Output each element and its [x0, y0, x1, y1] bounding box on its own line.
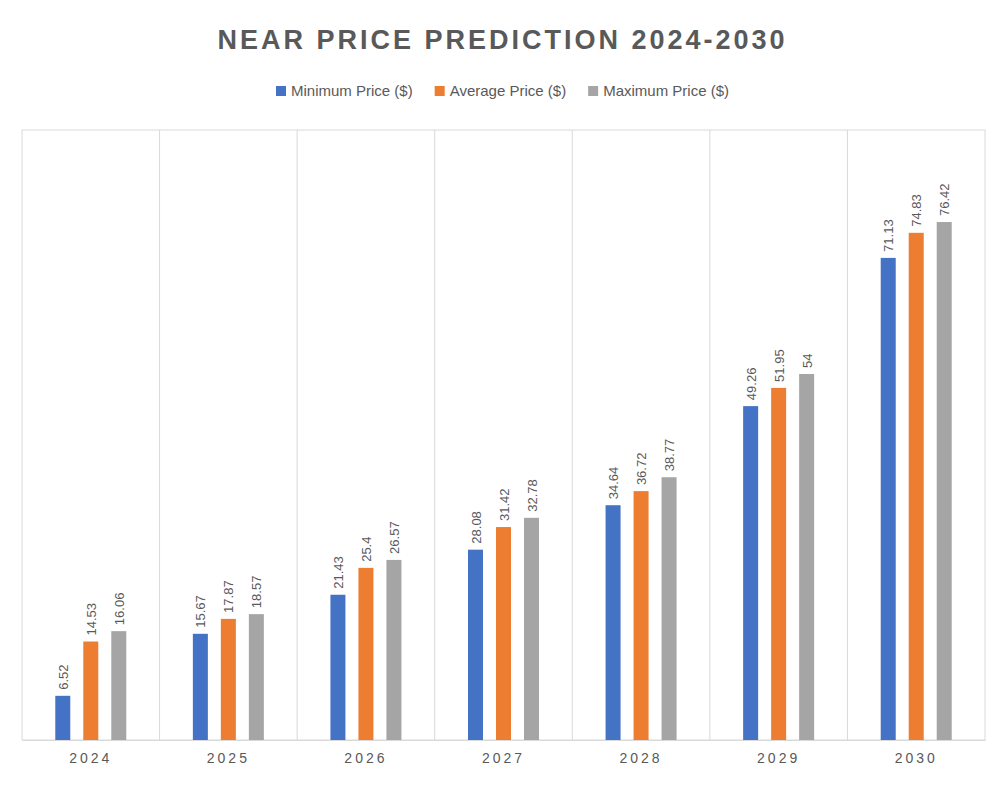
tick: 2029 [757, 750, 800, 766]
tick-label: 2030 [895, 750, 938, 766]
bar [330, 595, 345, 740]
data-label: 26.57 [387, 521, 402, 554]
bar [358, 568, 373, 740]
plot-frame [22, 130, 985, 740]
bar [634, 491, 649, 740]
tick: 2028 [619, 750, 662, 766]
data-label: 54 [800, 354, 815, 368]
data-label: 74.83 [909, 194, 924, 227]
tick-label: 2025 [207, 750, 250, 766]
grid-line [159, 130, 160, 740]
legend-label: Average Price ($) [450, 82, 566, 99]
bar [111, 631, 126, 740]
tick: 2024 [69, 750, 112, 766]
data-label: 6.52 [56, 664, 71, 689]
data-label: 49.26 [744, 368, 759, 401]
bar [606, 505, 621, 740]
tick-label: 2024 [69, 750, 112, 766]
legend-item: Maximum Price ($) [588, 82, 729, 99]
data-label: 25.4 [359, 537, 374, 562]
bar [496, 527, 511, 740]
x-axis: 2024 2025 2026 2027 2028 2029 2030 [23, 741, 986, 766]
bar [662, 477, 677, 740]
data-label: 21.43 [331, 556, 346, 589]
background [0, 0, 1005, 785]
title: NEAR PRICE PREDICTION 2024-2030 [217, 25, 787, 55]
tick-label: 2026 [344, 750, 387, 766]
grid-line [297, 130, 298, 740]
grid [160, 130, 848, 740]
grid-line [572, 130, 573, 740]
bar [193, 634, 208, 740]
bar [799, 374, 814, 740]
data-label: 34.64 [606, 467, 621, 500]
data-label: 15.67 [193, 595, 208, 628]
bar [249, 614, 264, 740]
data-label: 28.08 [469, 511, 484, 544]
tick-label: 2028 [619, 750, 662, 766]
axis-line [23, 740, 986, 741]
bar [468, 550, 483, 740]
legend-item: Average Price ($) [435, 82, 566, 99]
data-label: 31.42 [497, 488, 512, 521]
bar [221, 619, 236, 740]
tick: 2027 [482, 750, 525, 766]
data-label: 38.77 [662, 439, 677, 472]
legend-swatch [435, 86, 445, 96]
data-label: 18.57 [249, 576, 264, 609]
bar [881, 258, 896, 740]
data-label: 14.53 [84, 603, 99, 636]
legend: Minimum Price ($) Average Price ($) Maximu… [276, 82, 729, 99]
data-label: 32.78 [525, 479, 540, 512]
tick: 2026 [344, 750, 387, 766]
bar [524, 518, 539, 740]
bars [55, 222, 951, 740]
bar [386, 560, 401, 740]
grid-line [434, 130, 435, 740]
data-labels: 6.52 15.67 21.43 28.08 34.64 49.26 71.13 14.53 1… [56, 183, 952, 689]
tick-label: 2027 [482, 750, 525, 766]
data-label: 36.72 [634, 453, 649, 486]
chart: NEAR PRICE PREDICTION 2024-2030 6.52 15.67… [0, 0, 1005, 785]
tick: 2030 [895, 750, 938, 766]
bar [771, 388, 786, 740]
tick: 2025 [207, 750, 250, 766]
bar [909, 233, 924, 740]
grid-line [709, 130, 710, 740]
bar [937, 222, 952, 740]
grid-line [847, 130, 848, 740]
legend-label: Maximum Price ($) [603, 82, 729, 99]
bar [743, 406, 758, 740]
legend-swatch [588, 86, 598, 96]
legend-item: Minimum Price ($) [276, 82, 413, 99]
data-label: 71.13 [881, 219, 896, 252]
data-label: 76.42 [937, 183, 952, 216]
legend-swatch [276, 86, 286, 96]
data-label: 17.87 [221, 580, 236, 613]
legend-label: Minimum Price ($) [291, 82, 413, 99]
tick-label: 2029 [757, 750, 800, 766]
bar [83, 642, 98, 740]
bar [55, 696, 70, 740]
data-label: 51.95 [772, 349, 787, 382]
data-label: 16.06 [112, 593, 127, 626]
